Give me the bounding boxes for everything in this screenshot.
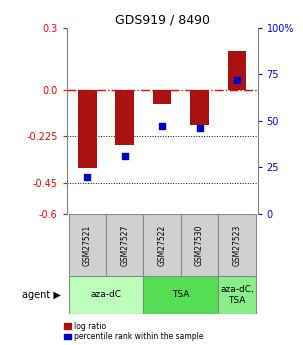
- Bar: [190, 90, 209, 125]
- Text: GSM27530: GSM27530: [195, 224, 204, 266]
- Text: aza-dC,
TSA: aza-dC, TSA: [220, 285, 254, 305]
- Point: [235, 77, 239, 82]
- Text: aza-dC: aza-dC: [91, 290, 122, 299]
- Text: GSM27521: GSM27521: [83, 224, 92, 266]
- Text: TSA: TSA: [172, 290, 189, 299]
- Bar: [218, 214, 256, 276]
- Point: [197, 126, 202, 131]
- Bar: [153, 90, 171, 104]
- Bar: [143, 276, 218, 314]
- Bar: [218, 276, 256, 314]
- Text: agent ▶: agent ▶: [22, 290, 61, 300]
- Text: GSM27522: GSM27522: [158, 224, 167, 266]
- Point: [160, 124, 165, 129]
- Bar: [181, 214, 218, 276]
- Bar: [78, 90, 97, 168]
- Bar: [143, 214, 181, 276]
- Point: [122, 154, 127, 159]
- Text: GSM27523: GSM27523: [232, 224, 241, 266]
- Point: [85, 174, 90, 179]
- Bar: [106, 214, 143, 276]
- Bar: [68, 214, 106, 276]
- Legend: log ratio, percentile rank within the sample: log ratio, percentile rank within the sa…: [65, 322, 203, 341]
- Text: GSM27527: GSM27527: [120, 224, 129, 266]
- Bar: [115, 90, 134, 145]
- Bar: [228, 51, 246, 90]
- Title: GDS919 / 8490: GDS919 / 8490: [115, 13, 210, 27]
- Bar: [68, 276, 143, 314]
